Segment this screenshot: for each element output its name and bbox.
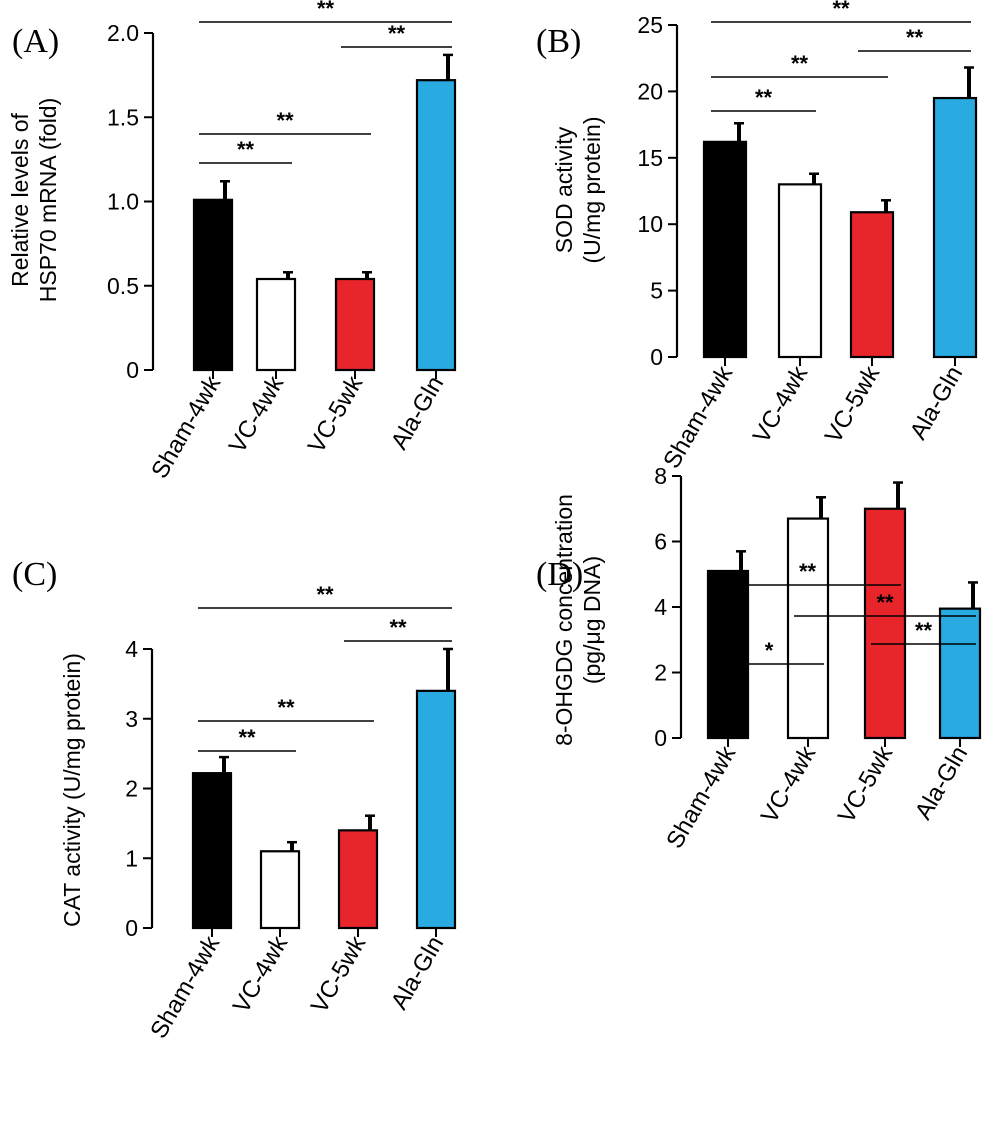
significance-label: **	[276, 108, 294, 133]
y-tick-label: 25	[637, 12, 663, 38]
bar-ala-gln	[938, 607, 982, 740]
y-tick-label: 5	[650, 278, 663, 304]
panel-label: (B)	[536, 23, 581, 60]
significance-label: **	[317, 0, 335, 21]
chart-panel-a: (A) 0 0.5 1.0 1.5 2.0 Relative levels ofHSP70 …	[7, 0, 457, 484]
significance-label: **	[388, 21, 406, 46]
panel-label: (D)	[536, 556, 583, 593]
bar-vc-4wk	[259, 850, 301, 930]
y-tick-label: 2	[654, 660, 667, 686]
y-axis-title-line: CAT activity (U/mg protein)	[59, 653, 85, 927]
category-label: Ala-Gln	[386, 932, 449, 1015]
bar-vc-5wk	[849, 211, 895, 359]
y-axis-title-line: (U/mg protein)	[579, 117, 605, 264]
category-label: Sham-4wk	[145, 931, 226, 1044]
bar-sham-4wk	[706, 569, 750, 740]
y-axis-title: Relative levels ofHSP70 mRNA (fold)	[7, 98, 61, 303]
y-axis-title-line: SOD activity	[551, 126, 577, 253]
significance-label: **	[906, 25, 924, 50]
category-label: VC-5wk	[303, 371, 369, 458]
y-tick-label: 10	[637, 211, 663, 237]
y-axis-title-line: (pg/μg DNA)	[579, 556, 605, 684]
category-label: Sham-4wk	[146, 371, 227, 484]
y-tick-label: 0.5	[107, 273, 139, 299]
bar-ala-gln	[932, 96, 978, 359]
category-label: Sham-4wk	[658, 361, 739, 474]
y-tick-label: 2.0	[107, 20, 139, 46]
significance-label: **	[915, 618, 933, 643]
bar-ala-gln	[415, 79, 457, 372]
significance-label: **	[237, 137, 255, 162]
y-tick-label: 0	[126, 357, 139, 383]
y-tick-label: 8	[654, 463, 667, 489]
y-tick-label: 0	[654, 725, 667, 751]
category-label: VC-4wk	[228, 931, 294, 1018]
category-label: VC-4wk	[748, 361, 814, 448]
bar-vc-4wk	[255, 277, 297, 372]
significance-label: **	[316, 582, 334, 607]
significance-label: **	[389, 615, 407, 640]
y-tick-label: 0	[650, 344, 663, 370]
category-label: VC-5wk	[833, 741, 899, 828]
bar-sham-4wk	[702, 140, 748, 359]
y-tick-label: 3	[125, 706, 138, 732]
y-axis-title-line: Relative levels of	[7, 112, 33, 286]
y-tick-label: 4	[654, 594, 667, 620]
y-tick-label: 4	[125, 636, 138, 662]
bar-vc-5wk	[334, 277, 376, 372]
y-axis-title: 8-OHGDG concentration(pg/μg DNA)	[551, 494, 605, 746]
y-axis-title: SOD activity(U/mg protein)	[551, 117, 605, 264]
significance-label: *	[765, 638, 774, 663]
significance-label: **	[832, 0, 850, 21]
significance-label: **	[791, 51, 809, 76]
y-tick-label: 1	[125, 845, 138, 871]
y-axis-title-line: HSP70 mRNA (fold)	[35, 98, 61, 303]
significance-label: **	[238, 725, 256, 750]
bar-vc-4wk	[777, 183, 823, 359]
bar-vc-4wk	[786, 517, 830, 740]
category-label: VC-4wk	[756, 741, 822, 828]
panel-label: (A)	[12, 23, 59, 60]
category-label: VC-4wk	[224, 371, 290, 458]
bar-vc-5wk	[337, 829, 379, 930]
category-label: Ala-Gln	[386, 372, 449, 455]
y-axis-title: CAT activity (U/mg protein)	[59, 653, 85, 927]
y-tick-label: 0	[125, 915, 138, 941]
y-tick-label: 15	[637, 145, 663, 171]
y-tick-label: 2	[125, 776, 138, 802]
y-tick-label: 1.0	[107, 189, 139, 215]
significance-label: **	[277, 695, 295, 720]
panel-label: (C)	[12, 556, 57, 593]
category-label: VC-5wk	[306, 931, 372, 1018]
significance-label: **	[876, 590, 894, 615]
y-tick-label: 1.5	[107, 104, 139, 130]
category-label: Sham-4wk	[661, 741, 742, 854]
bar-sham-4wk	[191, 772, 233, 930]
y-axis-title-line: 8-OHGDG concentration	[551, 494, 577, 746]
category-label: Ala-Gln	[910, 742, 973, 825]
chart-panel-c: (C) 0 1 2 3 4 CAT activity (U/mg protein) Sham-…	[12, 556, 457, 1044]
y-tick-label: 20	[637, 78, 663, 104]
bar-ala-gln	[415, 689, 457, 930]
chart-panel-d: (D) 0 2 4 6 8 8-OHGDG concentration(pg/μg DNA)…	[536, 463, 982, 854]
bar-vc-5wk	[863, 507, 907, 740]
category-label: VC-5wk	[820, 361, 886, 448]
significance-label: **	[799, 559, 817, 584]
y-tick-label: 6	[654, 529, 667, 555]
category-label: Ala-Gln	[905, 362, 968, 445]
bar-sham-4wk	[192, 198, 234, 372]
significance-label: **	[755, 85, 773, 110]
